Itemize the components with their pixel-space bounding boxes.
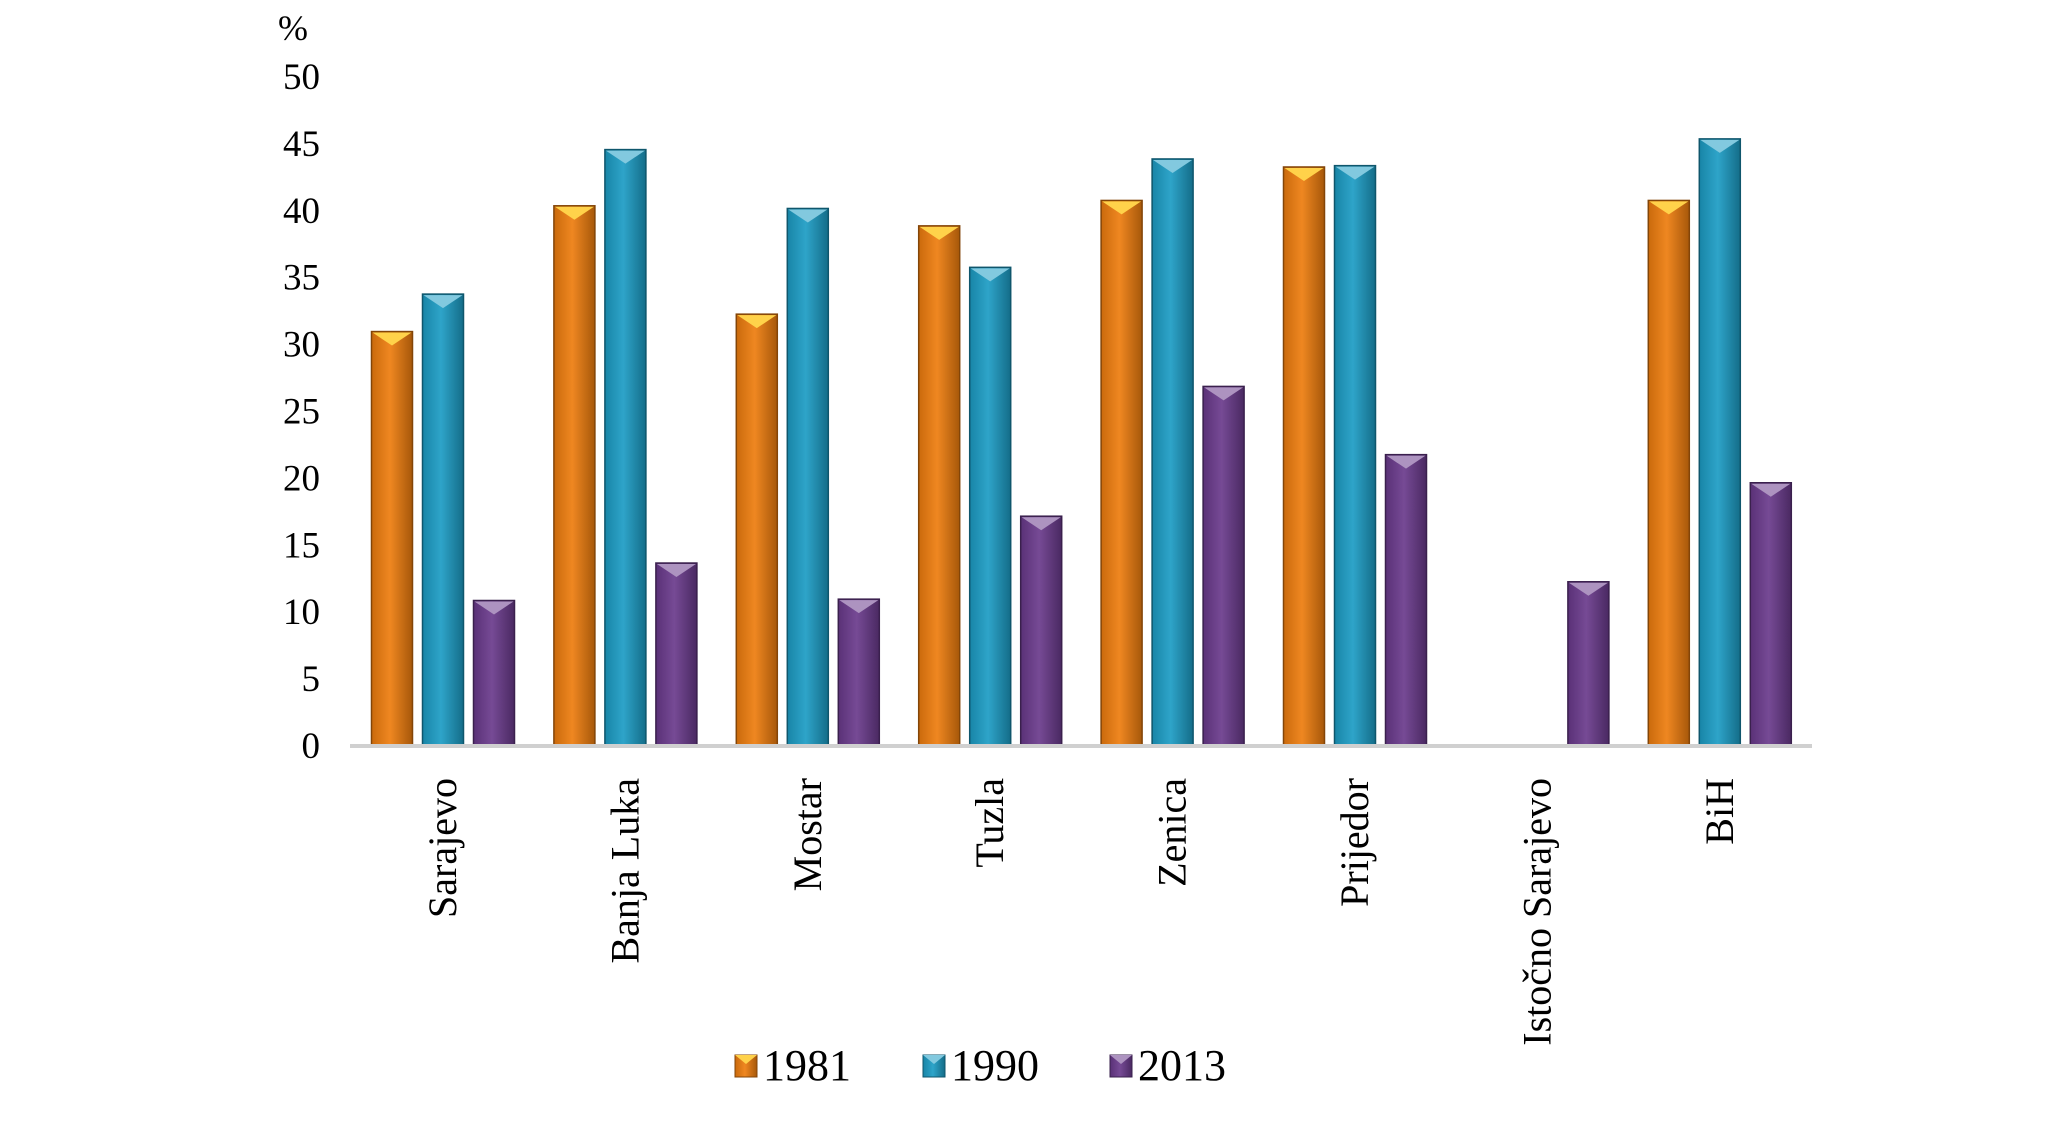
x-tick-label: Zenica [1150,778,1195,887]
x-tick-label: BiH [1697,778,1742,845]
bar-1981-prijedor [1282,166,1326,746]
bar-2013-tuzla [1019,515,1063,746]
bar-1981-zenica [1100,199,1143,746]
bar-1990-bih [1698,138,1742,746]
bar-1981-sarajevo [370,330,414,746]
x-tick-label: Prijedor [1332,778,1377,907]
legend: 1981 1990 2013 [734,1041,1226,1090]
bar-2013-istočno-sarajevo [1567,581,1610,746]
bar-1990-banja-luka [604,148,647,746]
bar-1990-zenica [1151,158,1194,746]
y-axis-ticks: 0 5 10 15 20 25 30 35 40 45 50 [283,57,320,767]
legend-label: 1981 [763,1041,851,1090]
y-tick-label: 5 [302,659,321,700]
y-tick-label: 0 [302,726,321,767]
y-tick-label: 25 [283,392,320,433]
x-tick-label: Banja Luka [602,778,647,964]
bar-1981-bih [1647,199,1691,746]
legend-label: 1990 [951,1041,1039,1090]
legend-item-1981: 1981 [734,1041,851,1090]
y-tick-label: 30 [283,325,320,366]
legend-item-1990: 1990 [922,1041,1039,1090]
bar-1981-tuzla [917,225,961,746]
bar-2013-zenica [1202,385,1245,746]
bar-1990-prijedor [1333,164,1377,746]
legend-item-2013: 2013 [1109,1041,1226,1090]
y-tick-label: 35 [283,258,320,299]
y-tick-label: 40 [283,191,320,232]
bar-2013-prijedor [1384,453,1428,746]
x-tick-label: Mostar [785,778,830,891]
legend-label: 2013 [1138,1041,1226,1090]
bar-1990-mostar [786,207,830,746]
y-tick-label: 50 [283,57,320,98]
y-tick-label: 20 [283,458,320,499]
bar-1990-tuzla [968,266,1012,746]
y-tick-label: 45 [283,124,320,165]
x-tick-label: Sarajevo [420,778,465,918]
bar-1981-mostar [735,313,779,746]
x-tick-label: Istočno Sarajevo [1514,778,1559,1046]
y-tick-label: 10 [283,592,320,633]
bars [370,138,1793,746]
y-axis-unit-label: % [278,8,308,48]
x-tick-label: Tuzla [967,778,1012,868]
bar-1990-sarajevo [421,293,465,746]
bar-2013-bih [1749,482,1793,746]
y-tick-label: 15 [283,525,320,566]
bar-1981-banja-luka [553,205,596,746]
bar-2013-mostar [837,598,881,746]
bar-2013-sarajevo [472,599,516,746]
bar-2013-banja-luka [655,562,698,746]
x-axis-labels: Sarajevo Banja Luka Mostar Tuzla Zenica Prije… [420,778,1742,1046]
